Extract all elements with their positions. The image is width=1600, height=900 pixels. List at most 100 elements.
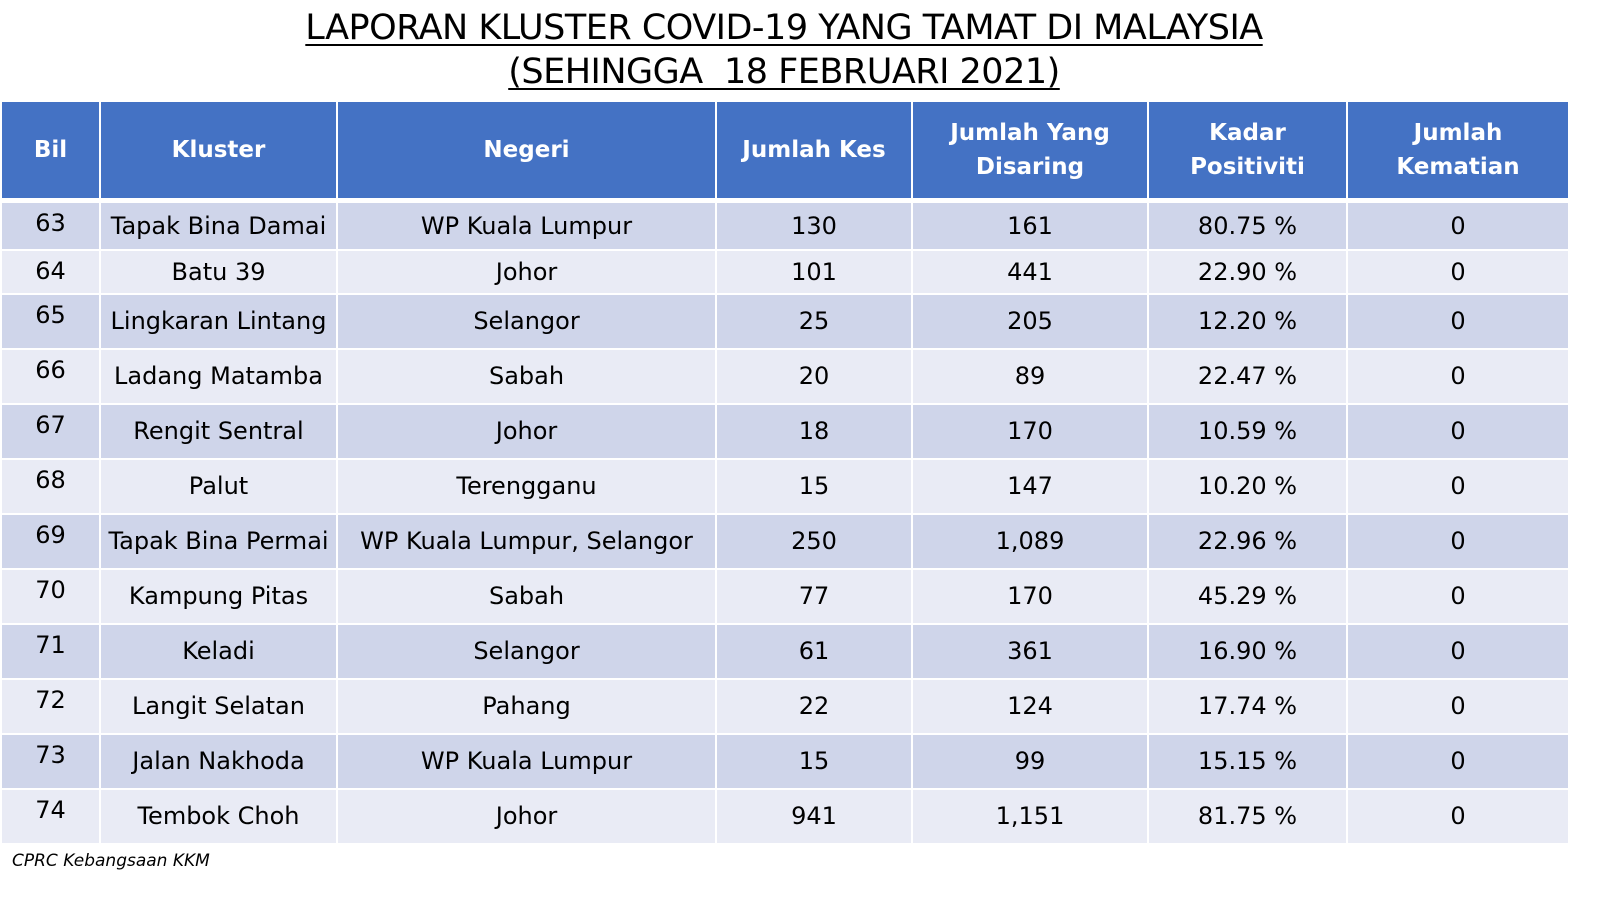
cell-kluster: Palut bbox=[99, 457, 338, 515]
cell-jumlah-kes: 941 bbox=[715, 787, 913, 845]
cell-kadar-positiviti: 80.75 % bbox=[1147, 199, 1348, 251]
header-bil: Bil bbox=[0, 100, 101, 203]
cell-kadar-positiviti: 16.90 % bbox=[1147, 622, 1348, 680]
header-jumlah-kes: Jumlah Kes bbox=[715, 100, 913, 203]
cell-jumlah-kematian: 0 bbox=[1346, 248, 1570, 295]
table-row: 68 Palut Terengganu 15 147 10.20 % 0 bbox=[0, 457, 1570, 515]
cell-negeri: Selangor bbox=[336, 292, 717, 350]
cell-bil: 72 bbox=[0, 677, 101, 735]
cell-jumlah-disaring: 1,151 bbox=[911, 787, 1149, 845]
cell-jumlah-kematian: 0 bbox=[1346, 622, 1570, 680]
cell-kadar-positiviti: 10.20 % bbox=[1147, 457, 1348, 515]
cell-bil: 74 bbox=[0, 787, 101, 845]
cell-negeri: WP Kuala Lumpur bbox=[336, 732, 717, 790]
header-negeri: Negeri bbox=[336, 100, 717, 203]
cell-jumlah-disaring: 1,089 bbox=[911, 512, 1149, 570]
cell-jumlah-kematian: 0 bbox=[1346, 512, 1570, 570]
cell-negeri: Terengganu bbox=[336, 457, 717, 515]
cell-kadar-positiviti: 22.47 % bbox=[1147, 347, 1348, 405]
cell-jumlah-kes: 130 bbox=[715, 199, 913, 251]
table-row: 63 Tapak Bina Damai WP Kuala Lumpur 130 161 8… bbox=[0, 199, 1570, 251]
cell-jumlah-kematian: 0 bbox=[1346, 457, 1570, 515]
cell-negeri: Johor bbox=[336, 248, 717, 295]
header-kadar-positiviti: Kadar Positiviti bbox=[1147, 100, 1348, 203]
table-row: 71 Keladi Selangor 61 361 16.90 % 0 bbox=[0, 622, 1570, 680]
cell-jumlah-disaring: 205 bbox=[911, 292, 1149, 350]
cell-negeri: WP Kuala Lumpur, Selangor bbox=[336, 512, 717, 570]
cell-kluster: Rengit Sentral bbox=[99, 402, 338, 460]
cell-bil: 64 bbox=[0, 248, 101, 295]
report-title-line-2: (SEHINGGA 18 FEBRUARI 2021) bbox=[508, 52, 1060, 92]
cell-jumlah-kes: 20 bbox=[715, 347, 913, 405]
cell-kluster: Langit Selatan bbox=[99, 677, 338, 735]
cell-jumlah-disaring: 170 bbox=[911, 402, 1149, 460]
cell-jumlah-disaring: 99 bbox=[911, 732, 1149, 790]
cell-negeri: Selangor bbox=[336, 622, 717, 680]
cell-bil: 66 bbox=[0, 347, 101, 405]
cell-kadar-positiviti: 12.20 % bbox=[1147, 292, 1348, 350]
cell-jumlah-kematian: 0 bbox=[1346, 677, 1570, 735]
cell-negeri: Pahang bbox=[336, 677, 717, 735]
cell-kadar-positiviti: 15.15 % bbox=[1147, 732, 1348, 790]
cell-kluster: Keladi bbox=[99, 622, 338, 680]
table-row: 65 Lingkaran Lintang Selangor 25 205 12.20 % 0 bbox=[0, 292, 1570, 350]
cell-jumlah-kematian: 0 bbox=[1346, 567, 1570, 625]
cell-jumlah-kes: 22 bbox=[715, 677, 913, 735]
cell-kadar-positiviti: 17.74 % bbox=[1147, 677, 1348, 735]
cell-bil: 68 bbox=[0, 457, 101, 515]
cell-kadar-positiviti: 45.29 % bbox=[1147, 567, 1348, 625]
table-row: 66 Ladang Matamba Sabah 20 89 22.47 % 0 bbox=[0, 347, 1570, 405]
table-row: 69 Tapak Bina Permai WP Kuala Lumpur, Sela… bbox=[0, 512, 1570, 570]
table-row: 67 Rengit Sentral Johor 18 170 10.59 % 0 bbox=[0, 402, 1570, 460]
report-title: LAPORAN KLUSTER COVID-19 YANG TAMAT DI M… bbox=[0, 6, 1568, 94]
cell-kluster: Lingkaran Lintang bbox=[99, 292, 338, 350]
cell-jumlah-kes: 77 bbox=[715, 567, 913, 625]
cell-negeri: Sabah bbox=[336, 347, 717, 405]
table-row: 73 Jalan Nakhoda WP Kuala Lumpur 15 99 15.15 … bbox=[0, 732, 1570, 790]
header-jumlah-disaring: Jumlah Yang Disaring bbox=[911, 100, 1149, 203]
cell-kluster: Kampung Pitas bbox=[99, 567, 338, 625]
cell-kluster: Tapak Bina Damai bbox=[99, 199, 338, 251]
cell-bil: 71 bbox=[0, 622, 101, 680]
cell-negeri: Johor bbox=[336, 787, 717, 845]
cell-kluster: Tembok Choh bbox=[99, 787, 338, 845]
cell-jumlah-disaring: 89 bbox=[911, 347, 1149, 405]
cell-jumlah-kes: 101 bbox=[715, 248, 913, 295]
cell-jumlah-kes: 25 bbox=[715, 292, 913, 350]
table-row: 72 Langit Selatan Pahang 22 124 17.74 % 0 bbox=[0, 677, 1570, 735]
cell-kadar-positiviti: 81.75 % bbox=[1147, 787, 1348, 845]
cell-jumlah-kematian: 0 bbox=[1346, 402, 1570, 460]
cell-jumlah-disaring: 441 bbox=[911, 248, 1149, 295]
cell-kluster: Tapak Bina Permai bbox=[99, 512, 338, 570]
cell-jumlah-kematian: 0 bbox=[1346, 292, 1570, 350]
cell-jumlah-kes: 15 bbox=[715, 457, 913, 515]
cell-bil: 67 bbox=[0, 402, 101, 460]
cell-jumlah-kes: 250 bbox=[715, 512, 913, 570]
cell-bil: 65 bbox=[0, 292, 101, 350]
table-body: 63 Tapak Bina Damai WP Kuala Lumpur 130 161 8… bbox=[0, 199, 1570, 845]
cell-kluster: Batu 39 bbox=[99, 248, 338, 295]
table-row: 70 Kampung Pitas Sabah 77 170 45.29 % 0 bbox=[0, 567, 1570, 625]
header-kluster: Kluster bbox=[99, 100, 338, 203]
source-note: CPRC Kebangsaan KKM bbox=[12, 851, 210, 871]
cell-jumlah-disaring: 124 bbox=[911, 677, 1149, 735]
cell-bil: 63 bbox=[0, 199, 101, 251]
cell-jumlah-kematian: 0 bbox=[1346, 787, 1570, 845]
cell-bil: 73 bbox=[0, 732, 101, 790]
cell-jumlah-disaring: 361 bbox=[911, 622, 1149, 680]
report-title-line-1: LAPORAN KLUSTER COVID-19 YANG TAMAT DI M… bbox=[305, 8, 1263, 48]
cell-jumlah-kes: 18 bbox=[715, 402, 913, 460]
cell-jumlah-kes: 15 bbox=[715, 732, 913, 790]
cell-kadar-positiviti: 22.90 % bbox=[1147, 248, 1348, 295]
header-jumlah-kematian: Jumlah Kematian bbox=[1346, 100, 1570, 203]
cell-jumlah-kematian: 0 bbox=[1346, 199, 1570, 251]
cell-negeri: Johor bbox=[336, 402, 717, 460]
cell-kluster: Ladang Matamba bbox=[99, 347, 338, 405]
cell-bil: 70 bbox=[0, 567, 101, 625]
table-row: 74 Tembok Choh Johor 941 1,151 81.75 % 0 bbox=[0, 787, 1570, 845]
cell-bil: 69 bbox=[0, 512, 101, 570]
cell-jumlah-kematian: 0 bbox=[1346, 347, 1570, 405]
cell-kadar-positiviti: 10.59 % bbox=[1147, 402, 1348, 460]
table-row: 64 Batu 39 Johor 101 441 22.90 % 0 bbox=[0, 248, 1570, 295]
